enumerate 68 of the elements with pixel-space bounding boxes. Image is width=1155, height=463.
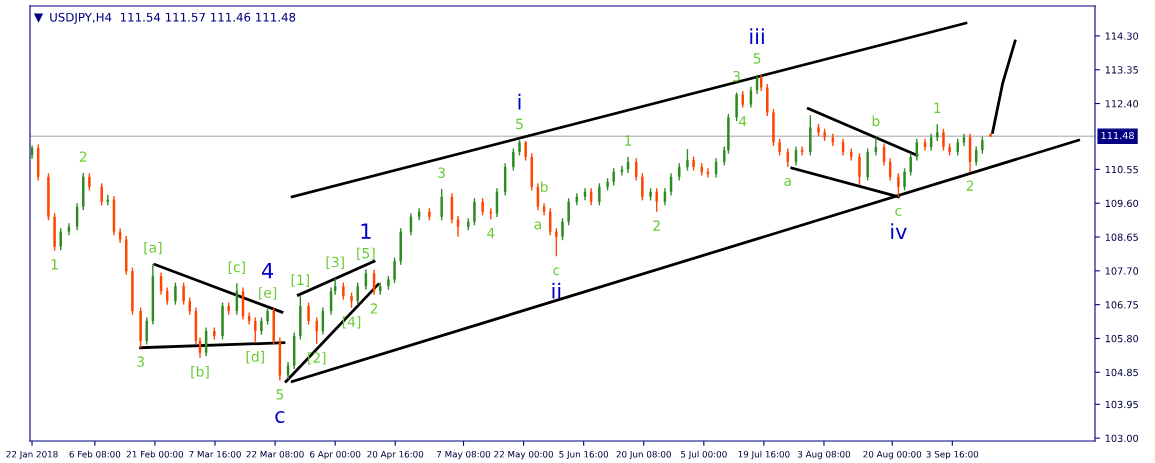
annotation: [b] — [191, 366, 209, 379]
x-tick-label: 20 Jun 08:00 — [616, 450, 671, 460]
annotation: b — [872, 115, 880, 127]
y-tick-label: 104.85 — [1105, 368, 1138, 377]
y-tick-label: 107.70 — [1105, 267, 1139, 275]
annotation: 1 — [934, 102, 941, 113]
annotation: 5 — [516, 118, 523, 130]
y-tick-label: 105.80 — [1105, 334, 1139, 343]
y-tick-label: 108.65 — [1105, 233, 1138, 241]
annotation: a — [534, 221, 541, 230]
annotation: [3] — [326, 256, 344, 269]
annotation: i — [518, 93, 521, 110]
y-tick-label: 112.40 — [1105, 100, 1139, 108]
x-tick-label: 3 Aug 08:00 — [797, 450, 851, 460]
annotation: [c] — [228, 261, 245, 274]
ref-line-label: 111.48 — [1101, 131, 1134, 140]
x-tick-label: 7 May 08:00 — [437, 450, 491, 460]
x-tick-label: 20 Apr 16:00 — [367, 450, 424, 460]
annotation: [d] — [246, 351, 264, 364]
annotation: c — [895, 207, 902, 216]
annotation: iii — [750, 28, 764, 44]
annotation: 2 — [79, 151, 87, 162]
annotation: [5] — [357, 247, 375, 261]
y-tick-label: 103.95 — [1105, 400, 1138, 409]
annotation: 4 — [261, 263, 274, 279]
y-tick-label: 109.60 — [1105, 199, 1139, 208]
annotation: 5 — [276, 389, 284, 400]
text: USDJPY,H4 111.54 111.57 111.46 111.48 — [50, 12, 296, 24]
x-tick-label: 6 Feb 08:00 — [69, 450, 121, 458]
x-tick-label: 7 Mar 16:00 — [189, 450, 241, 458]
annotation: c — [553, 267, 560, 276]
annotation: a — [784, 178, 791, 186]
annotation: 2 — [653, 220, 660, 231]
y-tick-label: 113.35 — [1105, 66, 1138, 74]
annotation: 1 — [51, 259, 58, 270]
annotation: 4 — [487, 227, 495, 239]
annotation: 4 — [738, 116, 747, 127]
y-tick-label: 103.00 — [1105, 434, 1139, 442]
annotation: 1 — [625, 135, 632, 146]
x-tick-label: 3 Sep 16:00 — [926, 450, 979, 460]
annotation: [4] — [342, 316, 361, 329]
x-tick-label: 6 Apr 00:00 — [310, 450, 361, 460]
x-tick-label: 22 Jan 2018 — [6, 450, 58, 460]
annotation: iv — [891, 223, 907, 240]
x-tick-label: 20 Aug 00:00 — [863, 450, 922, 460]
annotation: [1] — [291, 274, 309, 287]
x-tick-label: 5 Jun 16:00 — [559, 450, 609, 460]
y-tick-label: 110.55 — [1105, 165, 1138, 174]
x-tick-label: 19 Jul 16:00 — [738, 450, 790, 460]
annotation: 3 — [438, 167, 445, 178]
x-tick-label: 21 Feb 00:00 — [126, 450, 184, 458]
annotation: [a] — [144, 241, 162, 255]
annotation: 5 — [753, 53, 761, 64]
y-tick-label: 114.30 — [1105, 32, 1139, 40]
annotation: 2 — [966, 180, 974, 191]
annotation: 3 — [137, 356, 144, 367]
x-tick-label: 5 Jul 00:00 — [681, 450, 727, 460]
annotation: c — [275, 411, 285, 423]
annotation: b — [540, 181, 548, 193]
annotation: 2 — [370, 303, 378, 314]
annotation: [2] — [308, 352, 326, 365]
x-tick-label: 22 Mar 08:00 — [246, 450, 304, 458]
annotation: 3 — [733, 70, 740, 82]
annotation: [e] — [259, 287, 277, 300]
x-tick-label: 22 May 00:00 — [494, 450, 554, 460]
annotation: 1 — [361, 223, 371, 239]
annotation: ii — [552, 282, 561, 299]
y-tick-label: 106.75 — [1105, 301, 1138, 309]
